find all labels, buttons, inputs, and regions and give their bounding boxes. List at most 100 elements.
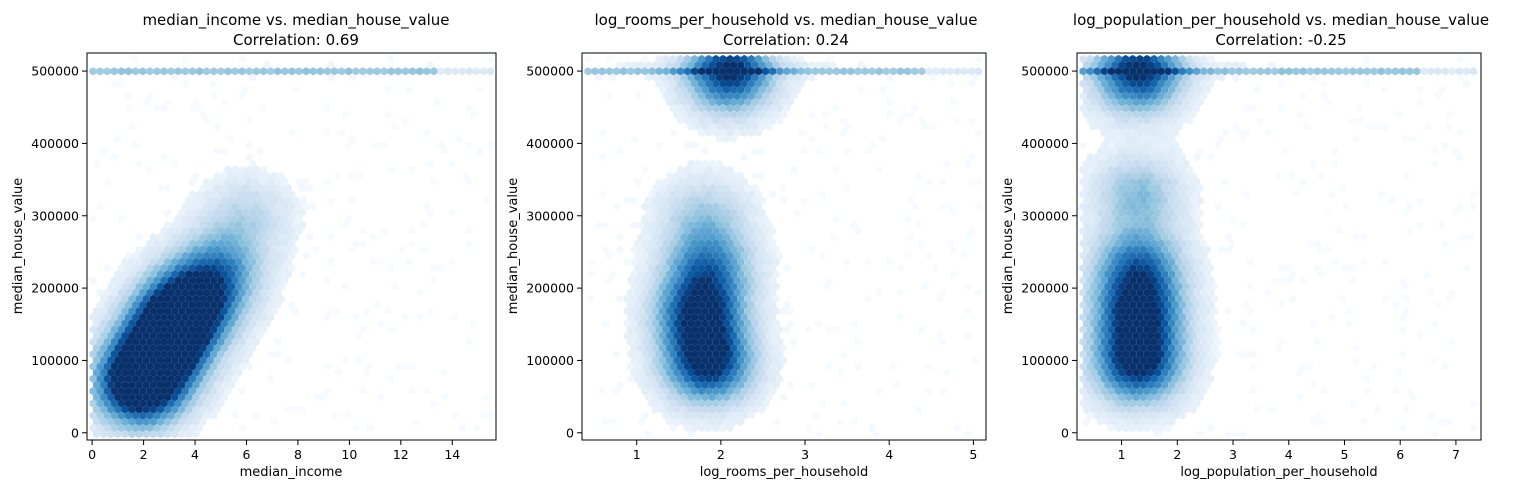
hexbin-cell <box>110 337 118 346</box>
hexbin-cell <box>93 393 101 402</box>
hexbin-cell <box>747 54 755 64</box>
hexbin-cell <box>630 356 638 365</box>
hexbin-cell <box>769 104 777 113</box>
hexbin-cell <box>1178 300 1186 310</box>
hexbin-cell <box>1114 423 1123 433</box>
hexbin-cell <box>1171 411 1179 420</box>
hexbin-cell <box>167 264 175 273</box>
hexbin-cell <box>132 264 140 273</box>
hexbin-cell <box>1090 257 1098 267</box>
hexbin-cell <box>224 374 232 383</box>
hexbin-cell <box>740 54 748 64</box>
panel-1-subtitle: Correlation: 0.69 <box>233 31 359 49</box>
hexbin-cell <box>769 67 777 76</box>
hexbin-cell <box>1185 239 1194 248</box>
hexbin-cell <box>737 73 745 82</box>
hexbin-cell <box>146 337 154 346</box>
hexbin-cell <box>694 331 702 340</box>
hexbin-cell <box>1182 97 1190 107</box>
hexbin-cell <box>1161 356 1169 365</box>
hexbin-cell <box>1139 368 1147 377</box>
panel-2-frame <box>581 52 987 441</box>
hexbin-cell <box>754 325 762 334</box>
hexbin-cell <box>854 362 862 371</box>
hexbin-cell <box>1164 227 1172 236</box>
hexbin-cell <box>1196 282 1204 291</box>
y-tick-label: 200000 <box>526 281 574 296</box>
hexbin-cell <box>666 319 674 328</box>
hexbin-cell <box>419 220 427 230</box>
hexbin-cell <box>840 399 848 408</box>
hexbin-cell <box>142 331 150 340</box>
hexbin-cell <box>103 313 111 322</box>
hexbin-cell <box>719 399 727 408</box>
hexbin-cell <box>737 257 745 267</box>
hexbin-cell <box>270 270 278 279</box>
hexbin-cell <box>149 343 157 353</box>
hexbin-cell <box>195 362 204 371</box>
hexbin-cell <box>783 54 791 64</box>
hexbin-cell <box>220 393 228 402</box>
hexbin-cell <box>783 67 791 76</box>
hexbin-cell <box>1114 54 1123 64</box>
hexbin-cell <box>1154 97 1162 107</box>
hexbin-cell <box>655 374 663 383</box>
hexbin-cell <box>1171 264 1179 273</box>
hexbin-cell <box>1132 184 1140 193</box>
hexbin-cell <box>1118 368 1126 377</box>
hexbin-cell <box>160 374 168 383</box>
hexbin-cell <box>327 307 335 316</box>
hexbin-cell <box>666 356 674 365</box>
hexbin-cell <box>167 313 175 322</box>
hexbin-cell <box>701 245 709 254</box>
hexbin-cell <box>1455 67 1463 76</box>
hexbin-cell <box>1189 208 1197 217</box>
hexbin-cell <box>1111 97 1119 107</box>
hexbin-cell <box>701 270 709 279</box>
hexbin-cell <box>1079 190 1087 199</box>
hexbin-cell <box>238 239 246 248</box>
hexbin-cell <box>277 233 285 242</box>
hexbin-cell <box>747 374 755 383</box>
hexbin-cell <box>263 171 271 180</box>
hexbin-cell <box>641 288 649 297</box>
hexbin-cell <box>804 325 812 334</box>
hexbin-cell <box>1171 276 1179 285</box>
hexbin-cell <box>1161 417 1169 426</box>
hexbin-cell <box>1164 54 1172 64</box>
hexbin-cell <box>1338 184 1346 193</box>
hexbin-cell <box>744 343 752 353</box>
hexbin-cell <box>213 368 221 377</box>
hexbin-cell <box>153 399 161 408</box>
hexbin-cell <box>263 196 271 205</box>
hexbin-cell <box>669 313 677 322</box>
hexbin-cell <box>1104 417 1112 426</box>
hexbin-cell <box>687 343 695 353</box>
hexbin-cell <box>252 337 260 346</box>
hexbin-cell <box>1164 264 1172 273</box>
hexbin-cell <box>1239 430 1247 439</box>
hexbin-cell <box>1189 196 1197 205</box>
hexbin-cell <box>840 67 848 76</box>
hexbin-cell <box>227 171 236 180</box>
hexbin-cell <box>637 294 645 303</box>
hexbin-cell <box>598 128 606 137</box>
hexbin-cell <box>1193 276 1201 285</box>
hexbin-cell <box>1086 387 1094 396</box>
hexbin-cell <box>616 233 624 242</box>
hexbin-cell <box>1125 233 1133 242</box>
hexbin-cell <box>708 184 716 193</box>
hexbin-cell <box>1196 430 1204 439</box>
hexbin-cell <box>659 368 667 377</box>
hexbin-cell <box>1143 116 1151 125</box>
hexbin-cell <box>722 208 731 217</box>
hexbin-cell <box>249 319 257 328</box>
hexbin-cell <box>712 91 720 100</box>
hexbin-cell <box>313 393 321 402</box>
hexbin-cell <box>769 227 777 236</box>
hexbin-cell <box>1086 276 1094 285</box>
hexbin-cell <box>164 307 172 316</box>
hexbin-cell <box>1161 171 1169 180</box>
hexbin-cell <box>619 67 628 76</box>
hexbin-cell <box>726 128 734 137</box>
